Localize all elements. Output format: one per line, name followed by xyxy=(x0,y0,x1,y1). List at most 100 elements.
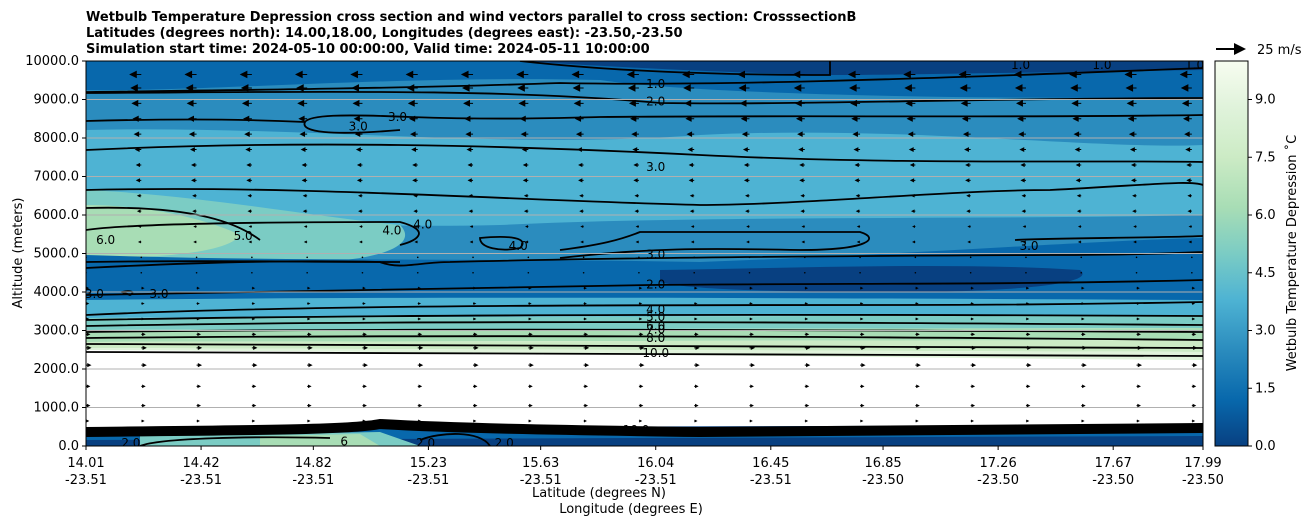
contour-label: 1.0 xyxy=(646,77,665,91)
wind-vector xyxy=(682,70,695,79)
wind-vector xyxy=(633,162,639,168)
x-tick-label-longitude: -23.51 xyxy=(65,473,107,488)
wind-vector xyxy=(354,131,363,137)
x-tick-label-longitude: -23.50 xyxy=(977,473,1019,488)
wind-vector xyxy=(967,225,971,229)
wind-vector xyxy=(133,131,142,137)
wind-vector xyxy=(350,70,363,79)
title-line-3: Simulation start time: 2024-05-10 00:00:… xyxy=(86,42,650,57)
wind-vector xyxy=(694,286,698,290)
wind-vector xyxy=(748,256,751,259)
wind-vector xyxy=(352,99,363,107)
wind-vector xyxy=(307,403,312,408)
wind-vector xyxy=(522,162,529,168)
wind-vector xyxy=(1131,178,1137,183)
wind-vector xyxy=(413,209,418,213)
contour-label: 5.0 xyxy=(234,229,253,243)
wind-vector xyxy=(464,115,474,122)
wind-vector xyxy=(860,403,865,408)
wind-vector xyxy=(860,363,866,368)
wind-vector xyxy=(137,225,142,229)
wind-vector xyxy=(405,70,418,79)
contour-label: 4.0 xyxy=(509,239,528,253)
wind-vector xyxy=(135,178,142,183)
wind-vector xyxy=(411,147,418,153)
wind-vector xyxy=(86,332,91,337)
wind-vector xyxy=(737,70,750,79)
wind-vector xyxy=(196,317,200,321)
wind-vector xyxy=(628,99,639,107)
wind-vector xyxy=(969,256,972,259)
y-tick-label: 8000.0 xyxy=(34,131,80,146)
wind-vector xyxy=(804,419,809,423)
wind-vector xyxy=(193,225,197,229)
wind-vector xyxy=(693,271,696,274)
wind-vector xyxy=(970,363,977,368)
wind-vector xyxy=(1191,286,1196,290)
wind-vector xyxy=(1013,70,1026,79)
wind-vector xyxy=(244,131,252,137)
wind-vector xyxy=(472,256,474,259)
wind-vector xyxy=(915,345,921,350)
wind-vector xyxy=(1188,240,1192,244)
wind-vector xyxy=(800,193,805,198)
grid-lines xyxy=(86,99,1203,408)
wind-vector xyxy=(856,225,861,229)
x-axis: 14.01 -23.51 14.42 -23.51 14.82 -23.51 15.23 -2… xyxy=(65,446,1224,488)
wind-vector xyxy=(1025,286,1030,290)
contour-label: 2.0 xyxy=(495,436,514,450)
contour-label: 7.0 xyxy=(646,323,665,337)
wind-vector xyxy=(915,332,920,337)
contour-line xyxy=(86,114,1203,123)
wind-vector xyxy=(528,302,532,306)
wind-vector xyxy=(528,332,533,337)
wind-vector xyxy=(525,225,529,229)
wind-vector xyxy=(909,162,916,168)
wind-vector xyxy=(188,131,197,137)
wind-vector xyxy=(1191,271,1193,274)
wind-vector xyxy=(907,131,916,137)
contour-label: 10.0 xyxy=(642,346,669,360)
wind-vector xyxy=(307,363,313,368)
wind-vector xyxy=(966,193,971,198)
wind-vector xyxy=(694,317,698,321)
contour-label: 6.0 xyxy=(96,233,115,247)
wind-vector xyxy=(527,256,530,259)
wind-vector xyxy=(1191,384,1197,389)
wind-vector xyxy=(362,419,366,423)
wind-vector xyxy=(86,384,91,389)
wind-vector xyxy=(251,363,258,368)
contour-label: 3.0 xyxy=(85,287,104,301)
wind-vector xyxy=(970,403,976,408)
wind-vector xyxy=(969,271,972,274)
wind-vector xyxy=(694,403,699,408)
wind-vector xyxy=(196,419,200,423)
wind-vector xyxy=(416,256,419,259)
wind-vector xyxy=(743,178,750,183)
wind-vector xyxy=(417,384,423,389)
contour-line xyxy=(303,121,401,134)
wind-vector xyxy=(742,147,750,153)
x-tick-label-latitude: 15.63 xyxy=(522,456,559,471)
wind-vector xyxy=(239,70,252,79)
quiver-key-label: 25 m/s xyxy=(1257,43,1302,58)
wind-vector xyxy=(406,84,418,92)
wind-vector xyxy=(860,286,864,290)
wind-vector xyxy=(638,403,644,408)
wind-vector xyxy=(134,147,142,153)
wind-vector xyxy=(579,209,584,213)
wind-vector xyxy=(749,317,753,321)
wind-vector xyxy=(251,345,258,350)
wind-vector xyxy=(638,286,643,290)
wind-vector xyxy=(970,384,976,389)
wind-vector xyxy=(247,209,252,213)
wind-vector xyxy=(251,302,256,306)
wind-vector xyxy=(965,178,971,183)
wind-vector xyxy=(300,147,308,153)
wind-vector xyxy=(583,332,589,337)
wind-vector xyxy=(1136,345,1143,350)
fill-surface-lightest xyxy=(260,434,380,446)
contour-label: 5.0 xyxy=(646,310,665,324)
wind-vector xyxy=(915,403,920,408)
wind-vector xyxy=(855,193,861,198)
